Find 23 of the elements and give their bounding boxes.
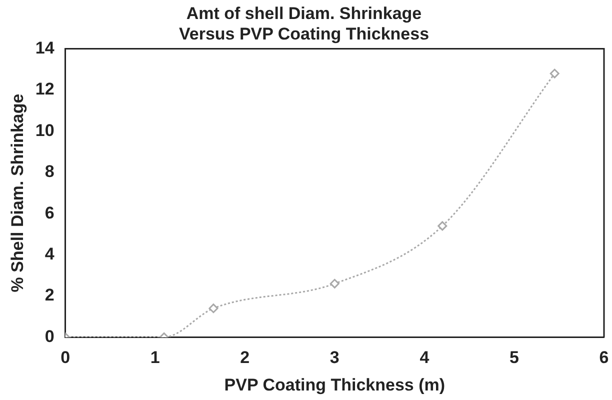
x-tick-label: 2 — [240, 348, 250, 368]
x-tick-label: 4 — [420, 348, 430, 368]
x-tick-label: 3 — [330, 348, 340, 368]
point — [438, 221, 448, 231]
y-tick-label: 0 — [44, 326, 54, 346]
y-tick-label: 2 — [44, 286, 54, 305]
text: Versus PVP Coating Thickness — [178, 24, 430, 44]
y-tick-label: 4 — [44, 244, 55, 264]
y-tick-label: 6 — [44, 203, 54, 222]
y-tick-label: 8 — [44, 162, 54, 182]
y-tick-label: 10 — [35, 120, 54, 140]
point — [208, 304, 218, 314]
text: Amt of shell Diam. Shrinkage — [186, 4, 422, 23]
y-tick-label: 14 — [35, 38, 55, 58]
x-tick-label: 5 — [509, 348, 519, 368]
point — [330, 278, 340, 288]
x-axis-title: PVP Coating Thickness (m) — [224, 375, 446, 394]
y-tick-label: 12 — [35, 80, 54, 99]
y-axis-title: % Shell Diam. Shrinkage — [8, 94, 27, 292]
x-tick-label: 1 — [150, 348, 160, 368]
point — [550, 68, 560, 78]
x-tick-label: 0 — [60, 348, 70, 368]
x-tick-label: 6 — [599, 348, 609, 368]
